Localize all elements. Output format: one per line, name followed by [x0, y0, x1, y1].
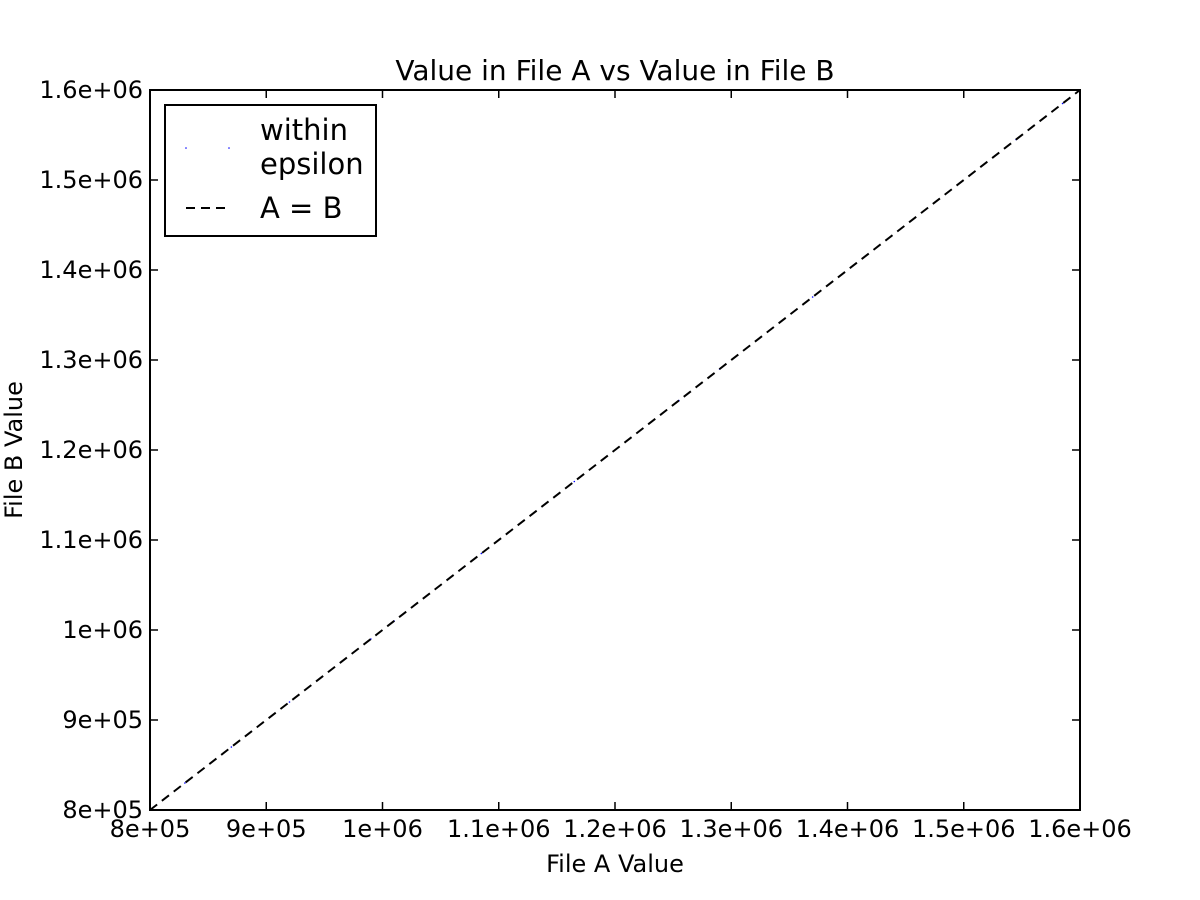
- y-tick-label: 1.3e+06: [39, 346, 143, 374]
- y-tick-label: 1.6e+06: [39, 76, 143, 104]
- data-point: [230, 746, 233, 748]
- series-line-1: [149, 89, 1081, 811]
- y-tick-label: 1e+06: [62, 616, 143, 644]
- chart-title: Value in File A vs Value in File B: [395, 54, 834, 87]
- legend-marker-within-epsilon: [228, 147, 230, 149]
- axes-frame: [149, 89, 1081, 811]
- y-tick-label: 8e+05: [62, 796, 143, 824]
- x-tick-label: 8e+05: [110, 815, 191, 843]
- x-tick-label: 1.2e+06: [563, 815, 667, 843]
- x-tick-label: 1e+06: [342, 815, 423, 843]
- x-tick-label: 1.5e+06: [912, 815, 1016, 843]
- data-point: [573, 480, 576, 483]
- data-point: [288, 701, 291, 703]
- legend-label-within-epsilon: epsilon: [260, 147, 364, 181]
- y-tick-label: 9e+05: [62, 706, 143, 734]
- y-tick-label: 1.2e+06: [39, 436, 143, 464]
- y-axis-title: File B Value: [0, 381, 28, 519]
- x-tick-label: 1.6e+06: [1028, 815, 1132, 843]
- y-tick-label: 1.4e+06: [39, 256, 143, 284]
- x-axis-title: File A Value: [546, 850, 684, 878]
- data-point: [184, 782, 186, 784]
- plot-area: [149, 89, 1081, 811]
- legend-box: [164, 104, 377, 237]
- y-tick-label: 1.5e+06: [39, 166, 143, 194]
- legend-marker-within-epsilon: [185, 147, 187, 149]
- data-point: [1061, 102, 1064, 105]
- x-tick-label: 1.4e+06: [796, 815, 900, 843]
- x-tick-label: 1.3e+06: [679, 815, 783, 843]
- data-point: [480, 552, 483, 555]
- x-tick-label: 9e+05: [226, 815, 307, 843]
- axis-ticks: 8e+05 9e+05 1e+06 1.1e+06 1.2e+06 1.3e+06 1.4e…: [110, 89, 1132, 843]
- y-tick-label: 1.1e+06: [39, 526, 143, 554]
- legend-label-within-epsilon: within: [260, 113, 348, 147]
- legend-label-a-equals-b: A = B: [260, 191, 342, 225]
- data-point: [811, 296, 814, 298]
- x-tick-label: 1.1e+06: [447, 815, 551, 843]
